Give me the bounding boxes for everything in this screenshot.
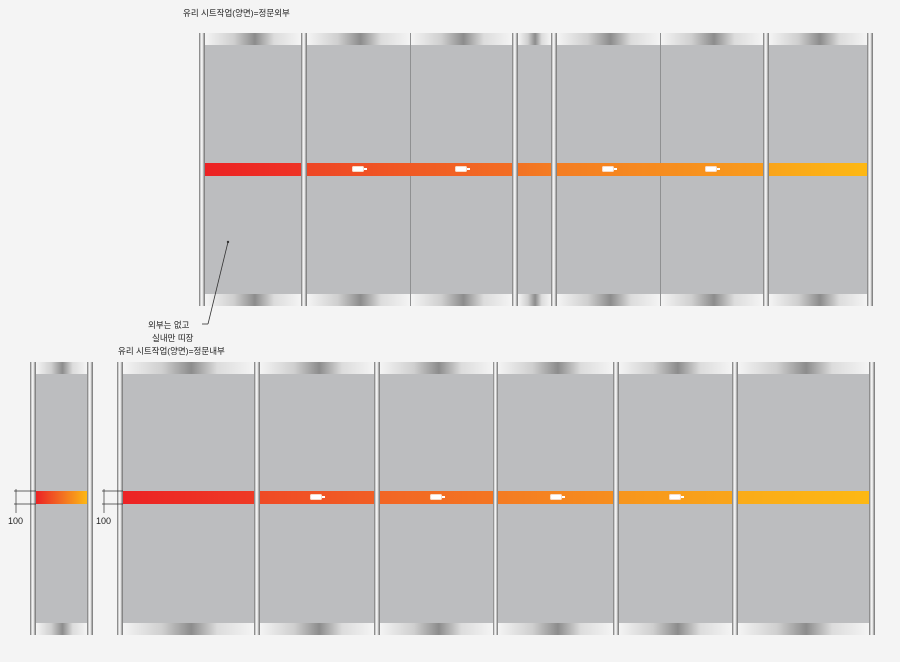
frame-post (763, 33, 769, 306)
band-dimension-left (14, 489, 36, 513)
bottom-rail (260, 623, 374, 635)
top-rail (619, 362, 732, 374)
frame-post (117, 362, 123, 635)
top-rail (557, 33, 660, 45)
top-rail (518, 33, 551, 45)
brand-logo-icon (550, 494, 565, 500)
color-band-segment (205, 163, 301, 176)
brand-logo-icon (455, 166, 470, 172)
color-band-segment (518, 163, 551, 176)
band-dimension-right (102, 489, 123, 513)
top-rail (411, 33, 512, 45)
top-rail (769, 33, 867, 45)
frame-post (254, 362, 260, 635)
bottom-rail (738, 623, 869, 635)
bottom-rail (380, 623, 493, 635)
top-rail (36, 362, 87, 374)
brand-logo-icon (602, 166, 617, 172)
brand-logo-icon (705, 166, 720, 172)
bottom-rail (498, 623, 613, 635)
frame-post (493, 362, 498, 635)
top-rail (123, 362, 254, 374)
note-leader-dot (226, 240, 230, 244)
frame-post (30, 362, 36, 635)
frame-post (867, 33, 873, 306)
frame-post (199, 33, 205, 306)
frame-post (869, 362, 875, 635)
brand-logo-icon (430, 494, 445, 500)
bottom-rail (661, 294, 763, 306)
bottom-rail (205, 294, 301, 306)
top-rail (307, 33, 410, 45)
frame-post (374, 362, 380, 635)
frame-post (512, 33, 518, 306)
brand-logo-icon (310, 494, 325, 500)
brand-logo-icon (352, 166, 367, 172)
note-line-2: 실내만 띠장 (152, 333, 194, 343)
bottom-rail (619, 623, 732, 635)
top-rail (738, 362, 869, 374)
bottom-rail (123, 623, 254, 635)
bottom-rail (769, 294, 867, 306)
top-rail (260, 362, 374, 374)
top-door-elevation (199, 33, 873, 306)
bottom-rail (411, 294, 512, 306)
top-rail (498, 362, 613, 374)
top-elevation-title: 유리 시트작업(양면)=정문외부 (183, 8, 290, 18)
note-leader-line (202, 241, 229, 325)
bottom-door-elevation (117, 362, 875, 635)
top-rail (205, 33, 301, 45)
frame-post (87, 362, 93, 635)
frame-post (613, 362, 619, 635)
color-band-segment (36, 491, 87, 504)
color-band-segment (738, 491, 869, 504)
bottom-rail (36, 623, 87, 635)
side-door-elevation (30, 362, 93, 635)
frame-post (732, 362, 738, 635)
band-height-dimension-right: 100 (96, 516, 112, 526)
color-band-segment (123, 491, 254, 504)
top-rail (661, 33, 763, 45)
band-height-dimension-left: 100 (8, 516, 24, 526)
frame-post (551, 33, 557, 306)
note-line-1: 외부는 없고 (148, 320, 190, 330)
bottom-rail (307, 294, 410, 306)
color-band-segment (769, 163, 867, 176)
bottom-elevation-title: 유리 시트작업(양면)=정문내부 (118, 346, 225, 356)
top-rail (380, 362, 493, 374)
bottom-rail (557, 294, 660, 306)
brand-logo-icon (669, 494, 684, 500)
frame-post (301, 33, 307, 306)
bottom-rail (518, 294, 551, 306)
